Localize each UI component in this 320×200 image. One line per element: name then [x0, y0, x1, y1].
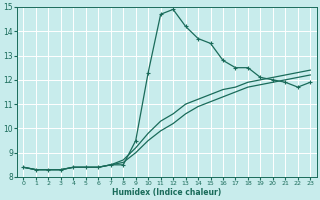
X-axis label: Humidex (Indice chaleur): Humidex (Indice chaleur) [112, 188, 221, 197]
